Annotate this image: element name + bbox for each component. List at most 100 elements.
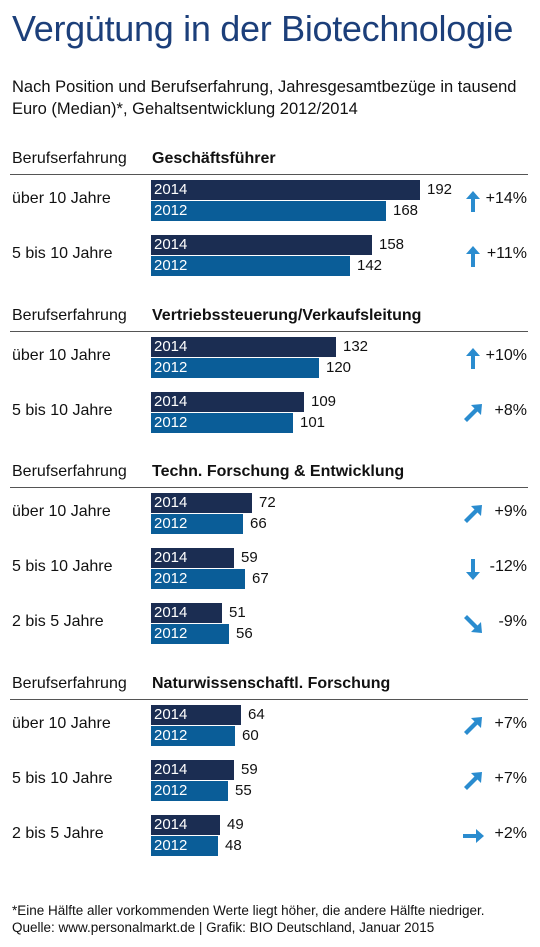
trend-up-right-arrow-icon — [461, 501, 485, 527]
bar-year-label: 2012 — [154, 727, 188, 744]
experience-label: über 10 Jahre — [12, 347, 111, 364]
bar-2012: 2012 55 — [151, 781, 252, 801]
change-percent: +7% — [494, 715, 527, 732]
experience-column-label: Berufserfahrung — [12, 307, 127, 324]
chart-row: 2 bis 5 Jahre 2014 49 2012 48 +2% — [0, 814, 540, 858]
bar-year-label: 2012 — [154, 257, 188, 274]
bar-year-label: 2012 — [154, 359, 188, 376]
bar-2014: 2014 51 — [151, 603, 246, 623]
bar-year-label: 2014 — [154, 236, 188, 253]
bar-year-label: 2012 — [154, 837, 188, 854]
section-header: Berufserfahrung Vertriebssteuerung/Verkau… — [0, 307, 540, 332]
bar-value-label: 132 — [343, 338, 369, 355]
change-percent: +7% — [494, 770, 527, 787]
experience-label: über 10 Jahre — [12, 715, 111, 732]
bar-value-label: 48 — [225, 837, 242, 854]
bar-value-label: 158 — [379, 236, 405, 253]
section-header: Berufserfahrung Naturwissenschaftl. Forsc… — [0, 675, 540, 700]
position-name: Naturwissenschaftl. Forschung — [152, 675, 391, 692]
position-name: Techn. Forschung & Entwicklung — [152, 463, 405, 480]
chart-row: 5 bis 10 Jahre 2014 109 2012 101 +8% — [0, 391, 540, 435]
section-divider — [10, 487, 528, 488]
experience-label: über 10 Jahre — [12, 503, 111, 520]
trend-up-right-arrow-icon — [461, 713, 485, 739]
bar-2012: 2012 142 — [151, 256, 382, 276]
bar-year-label: 2012 — [154, 782, 188, 799]
trend-up-right-arrow-icon — [461, 768, 485, 794]
trend-up-arrow-icon — [461, 345, 485, 371]
bar-2014: 2014 132 — [151, 337, 368, 357]
chart-row: 5 bis 10 Jahre 2014 59 2012 67 -12% — [0, 547, 540, 591]
chart-row: 5 bis 10 Jahre 2014 59 2012 55 +7% — [0, 759, 540, 803]
bar-year-label: 2014 — [154, 393, 188, 410]
trend-up-right-arrow-icon — [461, 400, 485, 426]
bar-2012: 2012 56 — [151, 624, 253, 644]
bar-value-label: 60 — [242, 727, 259, 744]
change-percent: +10% — [485, 347, 527, 364]
bar-year-label: 2012 — [154, 625, 188, 642]
bar-2014: 2014 49 — [151, 815, 244, 835]
experience-label: 5 bis 10 Jahre — [12, 245, 113, 262]
experience-label: 5 bis 10 Jahre — [12, 558, 113, 575]
bar-value-label: 64 — [248, 706, 265, 723]
bar-2014: 2014 59 — [151, 760, 258, 780]
section-divider — [10, 699, 528, 700]
bar-2014: 2014 109 — [151, 392, 336, 412]
source-note: Quelle: www.personalmarkt.de | Grafik: B… — [12, 920, 435, 935]
bar-value-label: 120 — [326, 359, 352, 376]
bar-2012: 2012 101 — [151, 413, 325, 433]
change-percent: -12% — [489, 558, 527, 575]
bar-year-label: 2014 — [154, 338, 188, 355]
chart-row: 2 bis 5 Jahre 2014 51 2012 56 -9% — [0, 602, 540, 646]
bar-year-label: 2012 — [154, 202, 188, 219]
bar-value-label: 59 — [241, 549, 258, 566]
bar-2014: 2014 72 — [151, 493, 276, 513]
change-percent: -9% — [498, 613, 527, 630]
bar-2014: 2014 64 — [151, 705, 265, 725]
chart-title: Vergütung in der Biotechnologie — [12, 8, 514, 49]
bar-year-label: 2014 — [154, 549, 188, 566]
bar-value-label: 66 — [250, 515, 267, 532]
trend-down-arrow-icon — [461, 556, 485, 582]
median-footnote: *Eine Hälfte aller vorkommenden Werte li… — [12, 903, 485, 918]
section-divider — [10, 174, 528, 175]
change-percent: +14% — [485, 190, 527, 207]
bar-value-label: 109 — [311, 393, 337, 410]
chart-subtitle: Nach Position und Berufserfahrung, Jahre… — [12, 78, 517, 118]
trend-up-arrow-icon — [461, 188, 485, 214]
bar-value-label: 56 — [236, 625, 253, 642]
bar-value-label: 51 — [229, 604, 246, 621]
bar-value-label: 142 — [357, 257, 383, 274]
experience-column-label: Berufserfahrung — [12, 463, 127, 480]
trend-right-arrow-icon — [461, 823, 485, 849]
bar-value-label: 72 — [259, 494, 276, 511]
bar-2012: 2012 120 — [151, 358, 351, 378]
bar-2012: 2012 168 — [151, 201, 418, 221]
bar-2014: 2014 192 — [151, 180, 452, 200]
section-divider — [10, 331, 528, 332]
bar-value-label: 192 — [427, 181, 453, 198]
chart-row: über 10 Jahre 2014 72 2012 66 +9% — [0, 492, 540, 536]
experience-column-label: Berufserfahrung — [12, 150, 127, 167]
bar-year-label: 2014 — [154, 604, 188, 621]
chart-row: über 10 Jahre 2014 132 2012 120 +10% — [0, 336, 540, 380]
bar-year-label: 2014 — [154, 706, 188, 723]
chart-row: über 10 Jahre 2014 64 2012 60 +7% — [0, 704, 540, 748]
bar-year-label: 2012 — [154, 515, 188, 532]
experience-label: 2 bis 5 Jahre — [12, 613, 104, 630]
bar-2012: 2012 67 — [151, 569, 269, 589]
footnote-block: *Eine Hälfte aller vorkommenden Werte li… — [12, 902, 485, 936]
bar-value-label: 67 — [252, 570, 269, 587]
bar-value-label: 59 — [241, 761, 258, 778]
experience-label: 2 bis 5 Jahre — [12, 825, 104, 842]
change-percent: +8% — [494, 402, 527, 419]
experience-column-label: Berufserfahrung — [12, 675, 127, 692]
experience-label: 5 bis 10 Jahre — [12, 770, 113, 787]
change-percent: +2% — [494, 825, 527, 842]
trend-up-arrow-icon — [461, 243, 485, 269]
experience-label: 5 bis 10 Jahre — [12, 402, 113, 419]
bar-2014: 2014 59 — [151, 548, 258, 568]
bar-year-label: 2012 — [154, 414, 188, 431]
bar-2014: 2014 158 — [151, 235, 404, 255]
experience-label: über 10 Jahre — [12, 190, 111, 207]
